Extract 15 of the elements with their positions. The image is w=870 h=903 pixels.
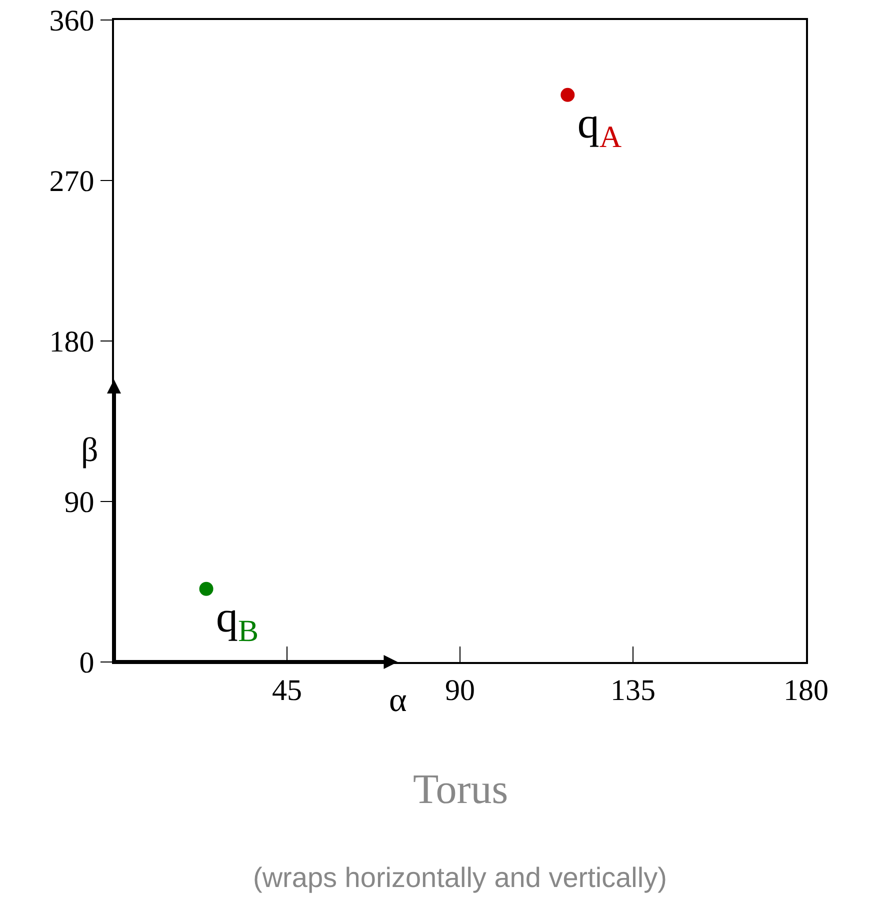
x-tick-label: 135 <box>610 674 656 707</box>
text: (wraps horizontally and vertically) <box>253 862 667 893</box>
text: Torus <box>413 767 508 813</box>
x-tick-label: 90 <box>445 674 475 707</box>
series-label: q$_{B}$ <box>216 592 259 648</box>
y-tick-label: 360 <box>49 4 94 38</box>
y-tick-label: 90 <box>64 486 94 519</box>
y-axis-title: β <box>81 432 98 469</box>
series-label: q$_{A}$ <box>577 98 622 154</box>
y-tick-label: 0 <box>79 646 94 680</box>
x-tick-label: 180 <box>784 674 828 707</box>
y-tick-label: 270 <box>49 165 94 198</box>
x-tick-label: 45 <box>272 674 302 707</box>
y-tick-label: 180 <box>49 326 94 358</box>
x-axis-title: α <box>389 682 407 719</box>
